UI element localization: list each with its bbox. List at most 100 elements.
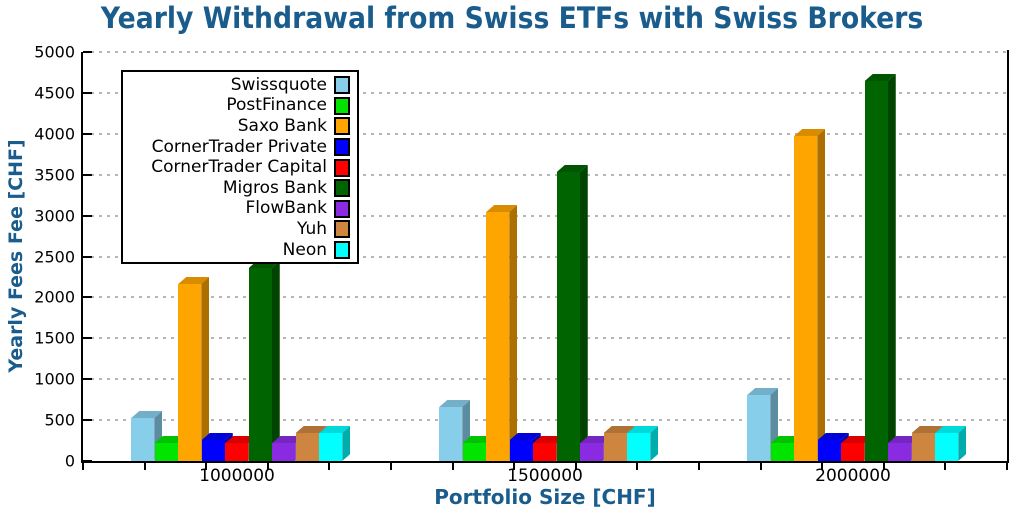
plot-area bbox=[83, 51, 1007, 462]
legend-label-Saxo Bank: Saxo Bank bbox=[237, 115, 327, 136]
bar-top-Migros Bank-1500000 bbox=[556, 165, 588, 172]
y-tick-label-4500: 4500 bbox=[34, 83, 75, 103]
x-axis-line bbox=[81, 461, 1009, 463]
y-tickmark-4500 bbox=[83, 91, 92, 94]
legend-item-PostFinance: PostFinance bbox=[123, 96, 357, 117]
legend-item-Yuh: Yuh bbox=[123, 219, 357, 240]
bar-PostFinance-2000000 bbox=[770, 443, 794, 461]
y-tick-label-0: 0 bbox=[64, 451, 75, 471]
legend-item-CornerTrader Capital: CornerTrader Capital bbox=[123, 157, 357, 178]
y-tickmark-1500 bbox=[83, 337, 92, 340]
legend-label-Swissquote: Swissquote bbox=[230, 74, 327, 95]
y-axis-line bbox=[81, 52, 83, 463]
bar-top-PostFinance-1500000 bbox=[462, 436, 494, 443]
bar-Yuh-1000000 bbox=[295, 433, 319, 461]
legend-swatch-FlowBank bbox=[334, 199, 350, 218]
bar-Swissquote-2000000 bbox=[747, 395, 771, 461]
bar-PostFinance-1000000 bbox=[154, 443, 178, 461]
x-tickmark-2 bbox=[205, 463, 208, 470]
bar-top-CornerTrader Private-1500000 bbox=[509, 433, 541, 440]
bar-top-Yuh-1500000 bbox=[603, 426, 635, 433]
bar-top-FlowBank-2000000 bbox=[888, 436, 920, 443]
bar-Migros Bank-1000000 bbox=[248, 268, 272, 461]
bar-FlowBank-2000000 bbox=[888, 443, 912, 461]
gridline-5000 bbox=[83, 51, 1007, 53]
bar-CornerTrader Private-2000000 bbox=[817, 440, 841, 461]
bar-top-Neon-1000000 bbox=[319, 426, 351, 433]
legend-item-FlowBank: FlowBank bbox=[123, 199, 357, 220]
gridline-1000 bbox=[83, 378, 1007, 381]
x-tickmark-13 bbox=[882, 463, 885, 470]
bar-top-Saxo Bank-1500000 bbox=[486, 205, 518, 212]
y-axis-title: Yearly Fees Fee [CHF] bbox=[5, 139, 27, 373]
legend-label-Yuh: Yuh bbox=[297, 218, 327, 239]
bar-top-CornerTrader Private-1000000 bbox=[201, 433, 233, 440]
y-tickmark-4000 bbox=[83, 132, 92, 135]
bar-top-Migros Bank-2000000 bbox=[864, 74, 896, 81]
bar-Swissquote-1000000 bbox=[131, 418, 155, 461]
bar-Neon-1500000 bbox=[627, 433, 651, 461]
x-tickmark-8 bbox=[574, 463, 577, 470]
legend-swatch-PostFinance bbox=[334, 96, 350, 115]
legend-item-CornerTrader Private: CornerTrader Private bbox=[123, 137, 357, 158]
x-tickmark-1 bbox=[143, 463, 146, 470]
x-tickmark-15 bbox=[1006, 463, 1008, 470]
x-category-label-1500000: 1500000 bbox=[507, 466, 583, 486]
bar-side-Migros Bank-1500000 bbox=[579, 165, 588, 461]
bar-top-Swissquote-2000000 bbox=[747, 388, 779, 395]
bar-side-Saxo Bank-1000000 bbox=[201, 277, 210, 461]
legend-swatch-Neon bbox=[334, 241, 350, 260]
chart-title-text: Yearly Withdrawal from Swiss ETFs with S… bbox=[100, 1, 924, 35]
legend-swatch-Yuh bbox=[334, 220, 350, 239]
y-tick-label-3000: 3000 bbox=[34, 206, 75, 226]
bar-FlowBank-1000000 bbox=[272, 443, 296, 461]
gridline-500 bbox=[83, 419, 1007, 422]
bar-top-CornerTrader Capital-2000000 bbox=[841, 436, 873, 443]
y-tick-label-2000: 2000 bbox=[34, 287, 75, 307]
bar-side-Swissquote-1000000 bbox=[154, 411, 163, 461]
x-tickmark-5 bbox=[390, 463, 392, 470]
gridline-1500 bbox=[83, 337, 1007, 340]
chart-title: Yearly Withdrawal from Swiss ETFs with S… bbox=[0, 1, 1024, 35]
right-border-line bbox=[1007, 50, 1009, 463]
bar-side-Neon-1000000 bbox=[342, 426, 351, 461]
bar-side-Neon-2000000 bbox=[958, 426, 967, 461]
bar-CornerTrader Capital-2000000 bbox=[841, 443, 865, 461]
gridline-2000 bbox=[83, 296, 1007, 299]
x-tickmark-7 bbox=[513, 463, 516, 470]
bar-top-CornerTrader Capital-1000000 bbox=[225, 436, 257, 443]
legend-item-Swissquote: Swissquote bbox=[123, 75, 357, 96]
legend-swatch-CornerTrader Capital bbox=[334, 158, 350, 177]
gridline-3000 bbox=[83, 214, 1007, 217]
bar-top-Neon-2000000 bbox=[935, 426, 967, 433]
bar-side-Saxo Bank-2000000 bbox=[817, 129, 826, 461]
bar-top-Yuh-2000000 bbox=[911, 426, 943, 433]
bar-top-Yuh-1000000 bbox=[295, 426, 327, 433]
bar-top-Neon-1500000 bbox=[627, 426, 659, 433]
bar-side-Migros Bank-2000000 bbox=[887, 74, 896, 461]
y-tick-label-1000: 1000 bbox=[34, 369, 75, 389]
bar-top-FlowBank-1500000 bbox=[580, 436, 612, 443]
legend-item-Migros Bank: Migros Bank bbox=[123, 178, 357, 199]
legend-label-CornerTrader Private: CornerTrader Private bbox=[151, 136, 327, 157]
bar-Yuh-2000000 bbox=[911, 433, 935, 461]
legend-item-Neon: Neon bbox=[123, 240, 357, 261]
y-tickmark-2000 bbox=[83, 296, 92, 299]
x-tickmark-9 bbox=[636, 463, 639, 470]
legend-label-FlowBank: FlowBank bbox=[245, 198, 327, 219]
gridline-3500 bbox=[83, 173, 1007, 176]
legend-label-Neon: Neon bbox=[282, 239, 327, 260]
y-tickmark-500 bbox=[83, 419, 92, 422]
x-category-label-1000000: 1000000 bbox=[199, 466, 275, 486]
y-tickmark-2500 bbox=[83, 255, 92, 258]
x-category-label-2000000: 2000000 bbox=[815, 466, 891, 486]
x-tickmark-0 bbox=[82, 463, 84, 470]
y-tickmark-3500 bbox=[83, 173, 92, 176]
bar-CornerTrader Private-1000000 bbox=[201, 440, 225, 461]
bar-Swissquote-1500000 bbox=[439, 407, 463, 461]
bar-Neon-2000000 bbox=[935, 433, 959, 461]
y-tickmark-0 bbox=[83, 460, 92, 462]
bar-top-CornerTrader Capital-1500000 bbox=[533, 436, 565, 443]
bar-Saxo Bank-1000000 bbox=[178, 284, 202, 461]
